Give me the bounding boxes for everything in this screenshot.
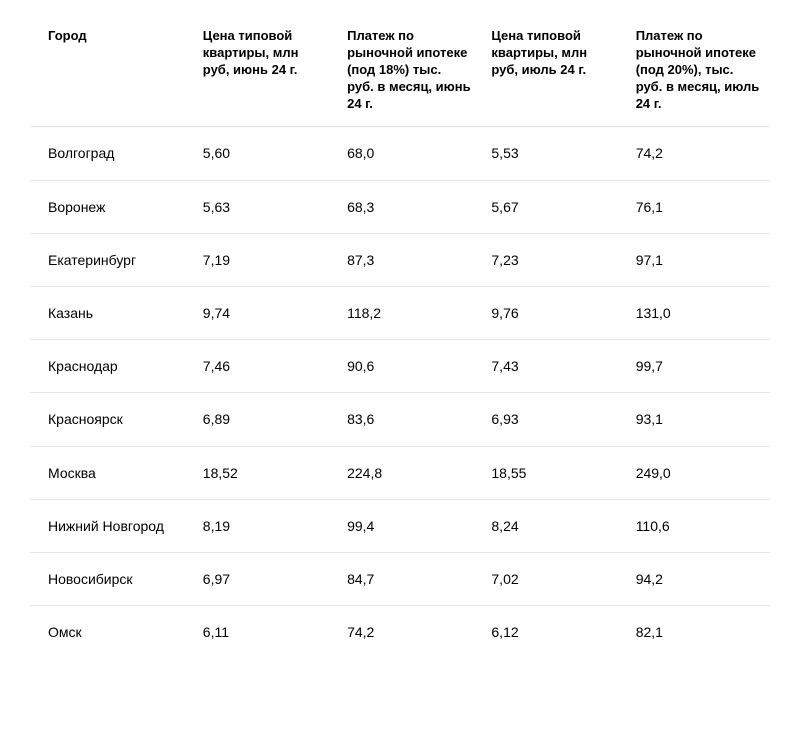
cell-value: 7,02 — [481, 552, 625, 605]
cell-value: 5,53 — [481, 127, 625, 180]
cell-value: 5,60 — [193, 127, 337, 180]
cell-value: 83,6 — [337, 393, 481, 446]
cell-value: 6,89 — [193, 393, 337, 446]
cell-value: 9,76 — [481, 287, 625, 340]
cell-value: 110,6 — [626, 499, 770, 552]
cell-value: 8,24 — [481, 499, 625, 552]
cell-value: 84,7 — [337, 552, 481, 605]
cell-city: Волгоград — [30, 127, 193, 180]
price-table: Город Цена типовой квартиры, млн руб, ию… — [30, 20, 770, 658]
cell-value: 5,63 — [193, 180, 337, 233]
cell-value: 131,0 — [626, 287, 770, 340]
cell-value: 7,46 — [193, 340, 337, 393]
cell-value: 68,3 — [337, 180, 481, 233]
cell-value: 97,1 — [626, 233, 770, 286]
cell-value: 68,0 — [337, 127, 481, 180]
cell-value: 18,52 — [193, 446, 337, 499]
table-row: Екатеринбург7,1987,37,2397,1 — [30, 233, 770, 286]
cell-value: 6,11 — [193, 606, 337, 659]
cell-value: 90,6 — [337, 340, 481, 393]
cell-value: 7,23 — [481, 233, 625, 286]
cell-value: 76,1 — [626, 180, 770, 233]
table-row: Волгоград5,6068,05,5374,2 — [30, 127, 770, 180]
cell-value: 5,67 — [481, 180, 625, 233]
cell-value: 7,19 — [193, 233, 337, 286]
cell-value: 74,2 — [337, 606, 481, 659]
cell-city: Омск — [30, 606, 193, 659]
cell-value: 93,1 — [626, 393, 770, 446]
column-header-price-july: Цена типовой квартиры, млн руб, июль 24 … — [481, 20, 625, 127]
column-header-city: Город — [30, 20, 193, 127]
table-row: Краснодар7,4690,67,4399,7 — [30, 340, 770, 393]
table-row: Москва18,52224,818,55249,0 — [30, 446, 770, 499]
cell-value: 18,55 — [481, 446, 625, 499]
cell-value: 99,7 — [626, 340, 770, 393]
cell-city: Москва — [30, 446, 193, 499]
table-row: Омск6,1174,26,1282,1 — [30, 606, 770, 659]
cell-city: Воронеж — [30, 180, 193, 233]
cell-value: 8,19 — [193, 499, 337, 552]
column-header-payment-july: Платеж по рыночной ипотеке (под 20%), ты… — [626, 20, 770, 127]
cell-value: 9,74 — [193, 287, 337, 340]
table-header: Город Цена типовой квартиры, млн руб, ию… — [30, 20, 770, 127]
cell-value: 224,8 — [337, 446, 481, 499]
cell-city: Краснодар — [30, 340, 193, 393]
column-header-price-june: Цена типовой квартиры, млн руб, июнь 24 … — [193, 20, 337, 127]
column-header-payment-june: Платеж по рыночной ипотеке (под 18%) тыс… — [337, 20, 481, 127]
cell-value: 87,3 — [337, 233, 481, 286]
cell-value: 6,12 — [481, 606, 625, 659]
cell-value: 74,2 — [626, 127, 770, 180]
cell-value: 6,97 — [193, 552, 337, 605]
cell-city: Екатеринбург — [30, 233, 193, 286]
cell-value: 7,43 — [481, 340, 625, 393]
cell-city: Новосибирск — [30, 552, 193, 605]
cell-value: 249,0 — [626, 446, 770, 499]
cell-value: 82,1 — [626, 606, 770, 659]
table-body: Волгоград5,6068,05,5374,2Воронеж5,6368,3… — [30, 127, 770, 658]
table-row: Воронеж5,6368,35,6776,1 — [30, 180, 770, 233]
table-row: Нижний Новгород8,1999,48,24110,6 — [30, 499, 770, 552]
cell-value: 118,2 — [337, 287, 481, 340]
table-row: Новосибирск6,9784,77,0294,2 — [30, 552, 770, 605]
cell-city: Красноярск — [30, 393, 193, 446]
cell-city: Нижний Новгород — [30, 499, 193, 552]
cell-value: 94,2 — [626, 552, 770, 605]
table-row: Казань9,74118,29,76131,0 — [30, 287, 770, 340]
table-row: Красноярск6,8983,66,9393,1 — [30, 393, 770, 446]
cell-value: 99,4 — [337, 499, 481, 552]
cell-city: Казань — [30, 287, 193, 340]
cell-value: 6,93 — [481, 393, 625, 446]
